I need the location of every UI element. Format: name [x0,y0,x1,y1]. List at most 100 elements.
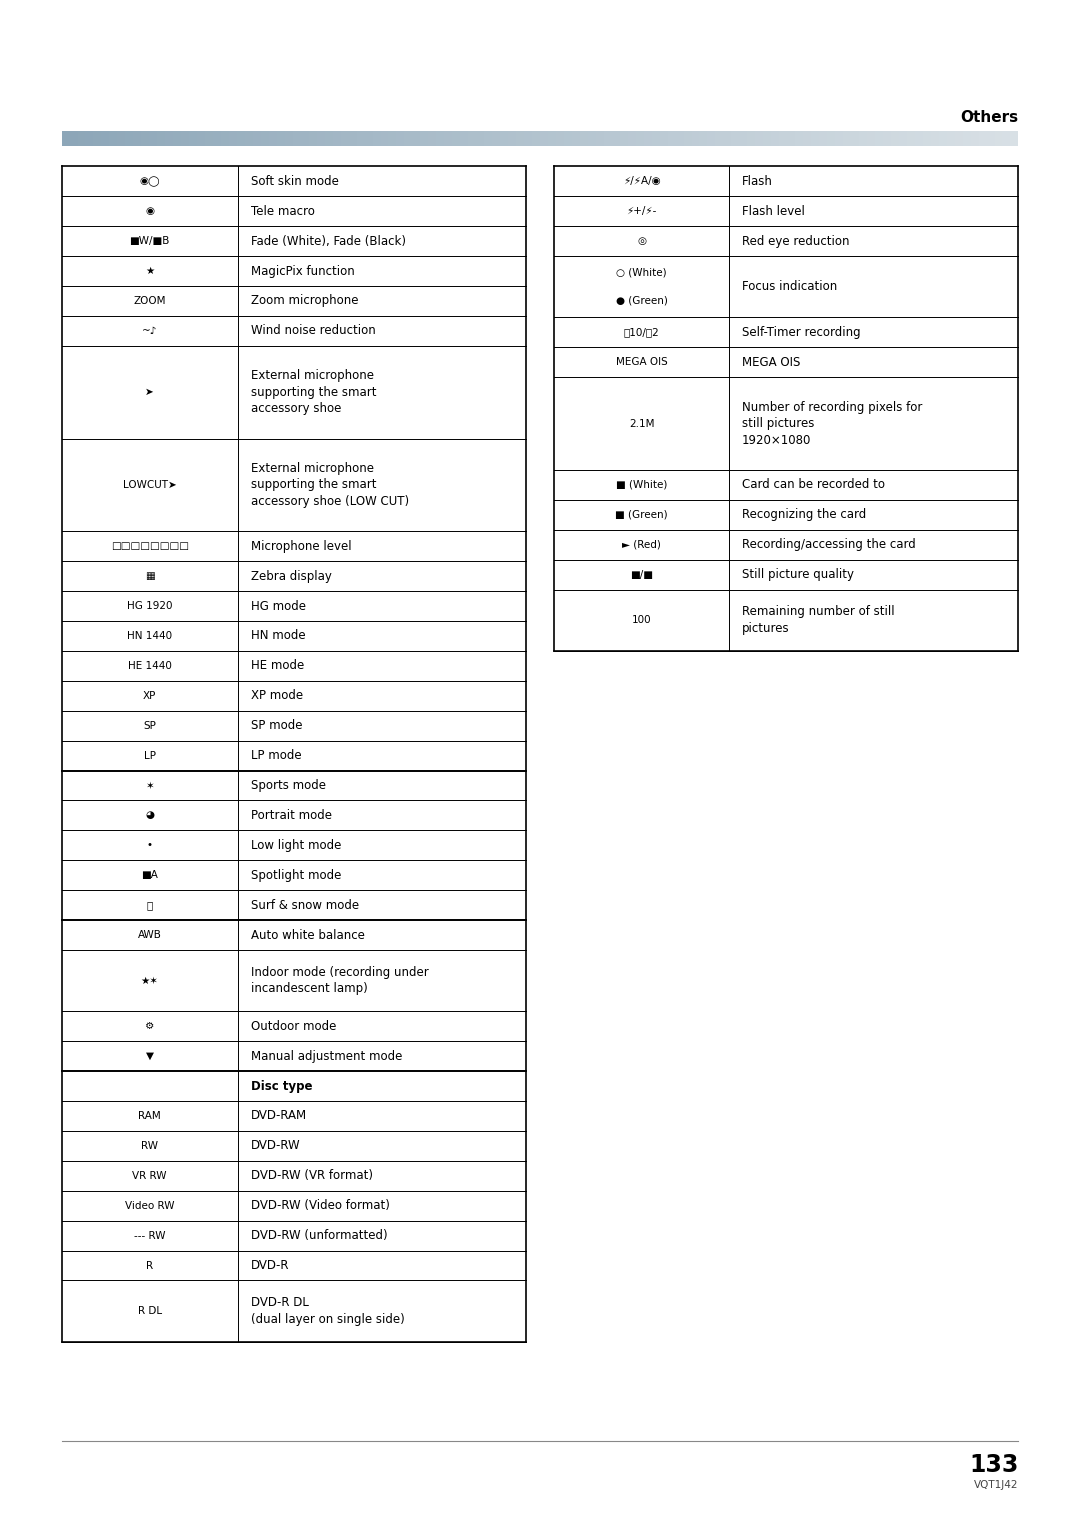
Text: Disc type: Disc type [251,1079,312,1093]
Text: LOWCUT➤: LOWCUT➤ [123,479,176,490]
Bar [700,131,707,146]
Text: 2.1M: 2.1M [629,418,654,429]
Bar [285,131,293,146]
Bar [851,131,859,146]
Text: DVD-RW (Video format): DVD-RW (Video format) [251,1199,390,1212]
Bar [436,131,444,146]
Text: LP: LP [144,751,156,760]
Text: Recording/accessing the card: Recording/accessing the card [742,539,916,551]
Text: ⛄: ⛄ [147,900,152,909]
Text: ★✶: ★✶ [140,975,159,986]
Text: ○ (White): ○ (White) [617,267,666,278]
Bar [747,131,755,146]
Bar [213,131,221,146]
Bar [636,131,644,146]
Text: Tele macro: Tele macro [251,204,314,218]
Text: R DL: R DL [137,1306,162,1315]
Bar [667,131,676,146]
Text: ✶: ✶ [145,780,154,790]
Bar [269,131,276,146]
Bar [492,131,500,146]
Text: HG mode: HG mode [251,600,306,612]
Bar [198,131,205,146]
Text: MEGA OIS: MEGA OIS [616,357,667,368]
Text: R: R [146,1260,153,1271]
Bar [158,131,165,146]
Bar [899,131,907,146]
Bar [293,131,300,146]
Bar [508,131,516,146]
Text: Red eye reduction: Red eye reduction [742,235,850,247]
Text: RW: RW [141,1141,158,1151]
Bar [173,131,181,146]
Bar [309,131,316,146]
Text: •: • [147,841,152,850]
Bar [604,131,611,146]
Text: RAM: RAM [138,1111,161,1122]
Text: ● (Green): ● (Green) [616,296,667,305]
Bar [978,131,986,146]
Bar [755,131,764,146]
Bar [627,131,636,146]
Bar [118,131,125,146]
Bar [253,131,261,146]
Bar [556,131,564,146]
Bar [69,131,78,146]
Bar [516,131,524,146]
Bar [221,131,229,146]
Text: ■ (Green): ■ (Green) [616,510,667,520]
Text: XP: XP [143,691,157,700]
Text: AWB: AWB [137,929,162,940]
Bar [245,131,253,146]
Bar [922,131,931,146]
Bar [986,131,995,146]
Bar [651,131,660,146]
Text: Video RW: Video RW [125,1201,174,1210]
Bar [939,131,947,146]
Text: Flash: Flash [742,175,773,188]
Bar [356,131,365,146]
Bar [867,131,875,146]
Text: HG 1920: HG 1920 [126,601,173,610]
Text: Low light mode: Low light mode [251,839,341,852]
Bar [915,131,922,146]
Bar [572,131,580,146]
Bar [1011,131,1018,146]
Text: DVD-RW (unformatted): DVD-RW (unformatted) [251,1228,388,1242]
Text: DVD-RAM: DVD-RAM [251,1109,307,1123]
Bar [389,131,396,146]
Text: Manual adjustment mode: Manual adjustment mode [251,1050,402,1062]
Text: Card can be recorded to: Card can be recorded to [742,478,885,491]
Text: Recognizing the card: Recognizing the card [742,508,866,522]
Bar [691,131,700,146]
Bar [731,131,740,146]
Text: ~♪: ~♪ [141,327,158,336]
Bar [404,131,413,146]
Bar [620,131,627,146]
Bar [811,131,819,146]
Text: Sports mode: Sports mode [251,778,325,792]
Bar [78,131,85,146]
Bar [500,131,508,146]
Bar [261,131,269,146]
Bar [971,131,978,146]
Bar [955,131,962,146]
Text: Auto white balance: Auto white balance [251,928,364,942]
Bar [524,131,532,146]
Bar [229,131,237,146]
Text: Indoor mode (recording under
incandescent lamp): Indoor mode (recording under incandescen… [251,966,429,995]
Text: SP: SP [144,720,156,731]
Bar [882,131,891,146]
Text: Portrait mode: Portrait mode [251,809,332,823]
Text: 100: 100 [632,615,651,626]
Text: Flash level: Flash level [742,204,805,218]
Text: ► (Red): ► (Red) [622,540,661,549]
Text: External microphone
supporting the smart
accessory shoe (LOW CUT): External microphone supporting the smart… [251,462,408,508]
Bar [843,131,851,146]
Bar [340,131,349,146]
Bar [548,131,556,146]
Text: Microphone level: Microphone level [251,540,351,552]
Text: ■/■: ■/■ [630,569,653,580]
Bar [413,131,420,146]
Bar [931,131,939,146]
